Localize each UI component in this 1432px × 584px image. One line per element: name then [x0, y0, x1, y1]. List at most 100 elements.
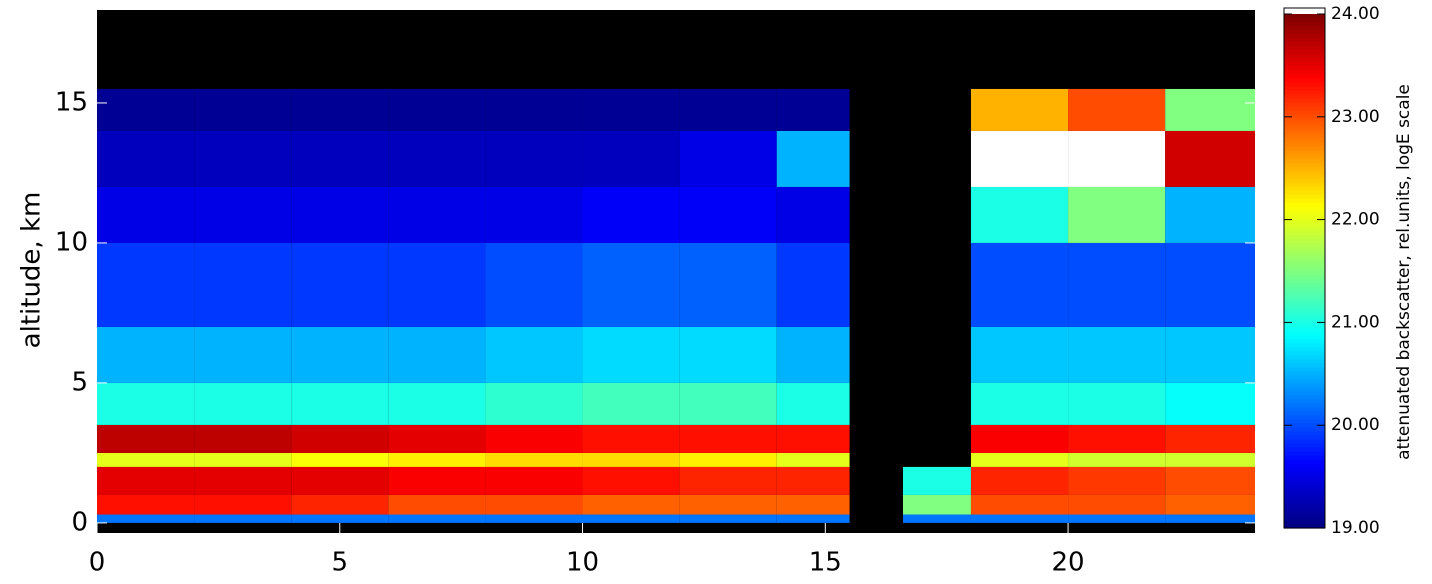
colorbar-segment: [1284, 246, 1325, 252]
heatmap-cell: [679, 88, 777, 131]
y-tick-label: 15: [55, 87, 88, 117]
heatmap-cell: [388, 494, 486, 515]
heatmap-cell: [970, 382, 1069, 425]
x-tick-label: 5: [331, 548, 348, 578]
heatmap-cell: [97, 382, 195, 425]
colorbar-segment: [1284, 190, 1325, 196]
colorbar-segment: [1284, 319, 1325, 324]
heatmap-cell: [485, 514, 583, 523]
colorbar-segment: [1284, 266, 1325, 272]
heatmap-cell: [582, 382, 680, 425]
heatmap-cell: [485, 88, 583, 131]
colorbar-segment: [1284, 279, 1325, 284]
heatmap-cell: [1165, 514, 1255, 523]
colorbar-segment: [1284, 407, 1325, 413]
colorbar-segment: [1284, 254, 1325, 260]
heatmap-cell: [485, 424, 583, 453]
heatmap-cell: [582, 242, 680, 327]
heatmap-cell: [679, 186, 777, 243]
colorbar-segment: [1284, 283, 1325, 288]
colorbar-segment: [1284, 463, 1325, 469]
heatmap-cell: [485, 382, 583, 425]
heatmap-cell: [679, 424, 777, 453]
colorbar-segment: [1284, 419, 1325, 425]
heatmap-cell: [1068, 186, 1166, 243]
heatmap-cell: [679, 130, 777, 187]
heatmap-cell: [388, 452, 486, 467]
heatmap-cell: [194, 130, 292, 187]
colorbar-segment: [1284, 315, 1325, 320]
colorbar-over: [1284, 8, 1325, 14]
heatmap-cell: [1068, 326, 1166, 383]
heatmap-cell: [194, 186, 292, 243]
colorbar-segment: [1284, 467, 1325, 473]
colorbar-segment: [1284, 519, 1325, 525]
colorbar-tick-label: 22.00: [1331, 210, 1380, 230]
heatmap-cell: [194, 424, 292, 453]
colorbar-segment: [1284, 523, 1325, 529]
colorbar-segment: [1284, 134, 1325, 140]
heatmap-cell: [776, 88, 850, 131]
colorbar-tick-label: 23.00: [1331, 107, 1380, 127]
heatmap-cell: [1068, 514, 1166, 523]
colorbar-segment: [1284, 158, 1325, 164]
heatmap-cell: [1165, 382, 1255, 425]
colorbar-segment: [1284, 142, 1325, 148]
colorbar-segment: [1284, 94, 1325, 99]
colorbar-segment: [1284, 194, 1325, 200]
heatmap-cell: [1068, 452, 1166, 467]
heatmap-cell: [1165, 186, 1255, 243]
colorbar-segment: [1284, 58, 1325, 63]
colorbar-segment: [1284, 395, 1325, 401]
heatmap-cell: [194, 382, 292, 425]
colorbar-segment: [1284, 291, 1325, 296]
heatmap-cell: [776, 130, 850, 187]
heatmap-cell: [970, 494, 1069, 515]
colorbar-segment: [1284, 271, 1325, 276]
colorbar-tick-label: 19.00: [1331, 518, 1380, 538]
heatmap-cell: [970, 242, 1069, 327]
colorbar-segment: [1284, 258, 1325, 264]
colorbar-segment: [1284, 375, 1325, 381]
colorbar-segment: [1284, 471, 1325, 477]
heatmap-cell: [97, 242, 195, 327]
heatmap-cell: [485, 242, 583, 327]
y-tick-label: 5: [71, 367, 88, 397]
heatmap-cell: [970, 424, 1069, 453]
colorbar-segment: [1284, 511, 1325, 517]
colorbar-segment: [1284, 206, 1325, 212]
colorbar-segment: [1284, 307, 1325, 312]
colorbar-segment: [1284, 331, 1325, 336]
heatmap-cell: [679, 452, 777, 467]
colorbar-segment: [1284, 234, 1325, 240]
heatmap-cell: [1165, 452, 1255, 467]
colorbar-segment: [1284, 479, 1325, 485]
colorbar-segment: [1284, 138, 1325, 144]
colorbar-segment: [1284, 242, 1325, 248]
colorbar-segment: [1284, 431, 1325, 437]
colorbar-segment: [1284, 387, 1325, 393]
heatmap-cell: [679, 494, 777, 515]
heatmap-cell: [194, 452, 292, 467]
heatmap-cell: [194, 326, 292, 383]
colorbar-segment: [1284, 222, 1325, 228]
heatmap-cell: [291, 452, 389, 467]
heatmap-cell: [1165, 88, 1255, 131]
heatmap-cell: [485, 466, 583, 495]
colorbar-segment: [1284, 339, 1325, 344]
colorbar-segment: [1284, 423, 1325, 429]
heatmap-cell: [1068, 424, 1166, 453]
colorbar-segment: [1284, 22, 1325, 27]
colorbar-segment: [1284, 447, 1325, 453]
heatmap-cell: [388, 130, 486, 187]
heatmap-cell: [970, 466, 1069, 495]
heatmap-cell: [291, 186, 389, 243]
heatmap-cell: [388, 514, 486, 523]
heatmap-cell: [1165, 466, 1255, 495]
heatmap-cell: [970, 514, 1069, 523]
colorbar-segment: [1284, 122, 1325, 128]
heatmap-cell: [970, 130, 1069, 187]
colorbar-segment: [1284, 118, 1325, 124]
colorbar-segment: [1284, 503, 1325, 509]
colorbar-segment: [1284, 102, 1325, 107]
